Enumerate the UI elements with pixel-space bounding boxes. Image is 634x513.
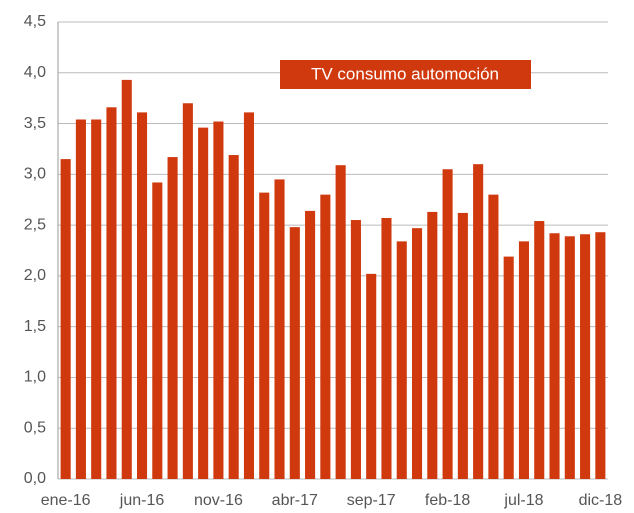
x-tick-label: ene-16 (41, 492, 91, 509)
x-tick-label: nov-16 (194, 492, 243, 509)
bar (167, 157, 178, 479)
bar (350, 220, 361, 480)
bar (549, 233, 560, 479)
y-tick-label: 0,5 (24, 419, 46, 436)
bar (396, 241, 407, 479)
bar (595, 232, 606, 479)
bar (411, 228, 423, 479)
bar (91, 119, 102, 479)
bar (106, 107, 117, 479)
bar (381, 218, 392, 479)
x-tick-label: feb-18 (425, 492, 470, 509)
bar (259, 192, 270, 479)
bar (289, 227, 300, 479)
bar (335, 165, 346, 479)
y-tick-label: 2,5 (24, 216, 46, 233)
bar (152, 182, 163, 480)
bar (228, 155, 239, 479)
x-tick-label: sep-17 (347, 492, 396, 509)
bar (518, 241, 530, 479)
y-tick-label: 1,0 (24, 369, 46, 386)
bar (366, 273, 377, 479)
y-tick-label: 2,0 (24, 267, 46, 284)
bar (305, 210, 316, 480)
bar (503, 256, 514, 479)
bar (473, 164, 484, 479)
y-tick-label: 3,5 (24, 115, 46, 132)
y-tick-label: 0,0 (24, 470, 46, 487)
x-tick-label: dic-18 (579, 492, 623, 509)
bar (427, 211, 438, 480)
bar (442, 169, 453, 479)
y-tick-label: 1,5 (24, 318, 46, 335)
bar (534, 221, 545, 479)
bar (60, 159, 71, 479)
x-tick-label: abr-17 (272, 492, 318, 509)
bar (121, 79, 132, 480)
title-box (280, 60, 531, 89)
x-tick-label: jul-18 (503, 492, 543, 509)
y-tick-label: 3,0 (24, 166, 46, 183)
bar (457, 212, 468, 479)
y-tick-label: 4,5 (24, 13, 46, 30)
bar (182, 103, 193, 479)
bar (75, 119, 86, 479)
bar (564, 236, 575, 479)
bar (488, 194, 499, 479)
bar (213, 121, 224, 479)
chart-title: TV consumo automoción (311, 64, 499, 83)
bar (136, 112, 148, 479)
bar (580, 234, 591, 479)
bar (274, 179, 285, 479)
bar (243, 112, 255, 479)
bar (198, 127, 209, 480)
y-tick-label: 4,0 (24, 64, 46, 81)
bar (320, 194, 331, 479)
x-tick-label: jun-16 (119, 492, 165, 509)
